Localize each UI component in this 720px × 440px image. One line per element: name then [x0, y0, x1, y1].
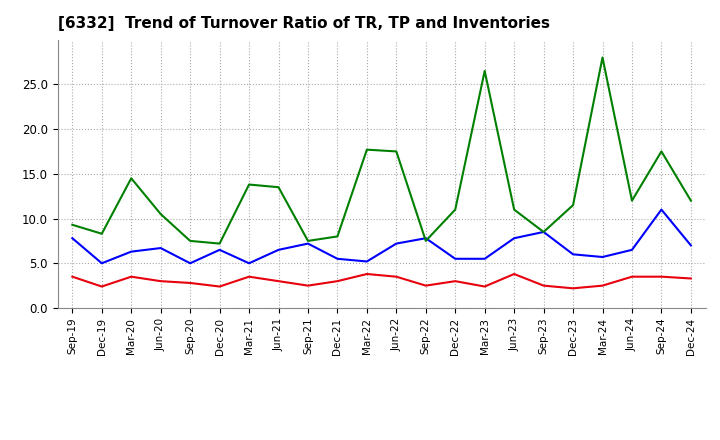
Inventories [657, 149, 666, 154]
Trade Receivables [657, 274, 666, 279]
Trade Payables [539, 229, 548, 235]
Inventories [539, 229, 548, 235]
Trade Receivables [598, 283, 607, 288]
Trade Payables [451, 256, 459, 261]
Trade Payables [510, 235, 518, 241]
Inventories [451, 207, 459, 212]
Trade Payables [333, 256, 342, 261]
Trade Payables [657, 207, 666, 212]
Inventories [127, 176, 135, 181]
Trade Receivables [68, 274, 76, 279]
Trade Receivables [451, 279, 459, 284]
Trade Receivables [421, 283, 430, 288]
Trade Receivables [274, 279, 283, 284]
Inventories [333, 234, 342, 239]
Trade Receivables [215, 284, 224, 289]
Trade Payables [156, 246, 165, 251]
Trade Payables [363, 259, 372, 264]
Inventories [480, 68, 489, 73]
Trade Receivables [569, 286, 577, 291]
Trade Payables [392, 241, 400, 246]
Trade Payables [97, 260, 106, 266]
Line: Trade Payables: Trade Payables [72, 209, 691, 263]
Trade Receivables [363, 271, 372, 277]
Trade Receivables [245, 274, 253, 279]
Inventories [569, 202, 577, 208]
Trade Payables [245, 260, 253, 266]
Trade Receivables [156, 279, 165, 284]
Trade Payables [421, 235, 430, 241]
Trade Payables [127, 249, 135, 254]
Inventories [274, 185, 283, 190]
Inventories [68, 222, 76, 227]
Trade Receivables [480, 284, 489, 289]
Trade Payables [68, 235, 76, 241]
Trade Payables [687, 243, 696, 248]
Trade Payables [598, 254, 607, 260]
Inventories [304, 238, 312, 244]
Trade Receivables [510, 271, 518, 277]
Inventories [421, 238, 430, 244]
Inventories [97, 231, 106, 236]
Trade Receivables [97, 284, 106, 289]
Inventories [392, 149, 400, 154]
Trade Receivables [127, 274, 135, 279]
Inventories [510, 207, 518, 212]
Trade Receivables [333, 279, 342, 284]
Trade Payables [274, 247, 283, 253]
Inventories [628, 198, 636, 203]
Trade Receivables [539, 283, 548, 288]
Line: Trade Receivables: Trade Receivables [72, 274, 691, 288]
Trade Payables [628, 247, 636, 253]
Inventories [687, 198, 696, 203]
Text: [6332]  Trend of Turnover Ratio of TR, TP and Inventories: [6332] Trend of Turnover Ratio of TR, TP… [58, 16, 549, 32]
Trade Payables [304, 241, 312, 246]
Trade Receivables [186, 280, 194, 286]
Trade Payables [215, 247, 224, 253]
Line: Inventories: Inventories [72, 58, 691, 244]
Trade Receivables [687, 276, 696, 281]
Inventories [245, 182, 253, 187]
Inventories [156, 211, 165, 216]
Trade Receivables [628, 274, 636, 279]
Inventories [363, 147, 372, 152]
Inventories [186, 238, 194, 244]
Trade Payables [569, 252, 577, 257]
Inventories [598, 55, 607, 60]
Trade Payables [186, 260, 194, 266]
Trade Receivables [392, 274, 400, 279]
Trade Payables [480, 256, 489, 261]
Inventories [215, 241, 224, 246]
Trade Receivables [304, 283, 312, 288]
